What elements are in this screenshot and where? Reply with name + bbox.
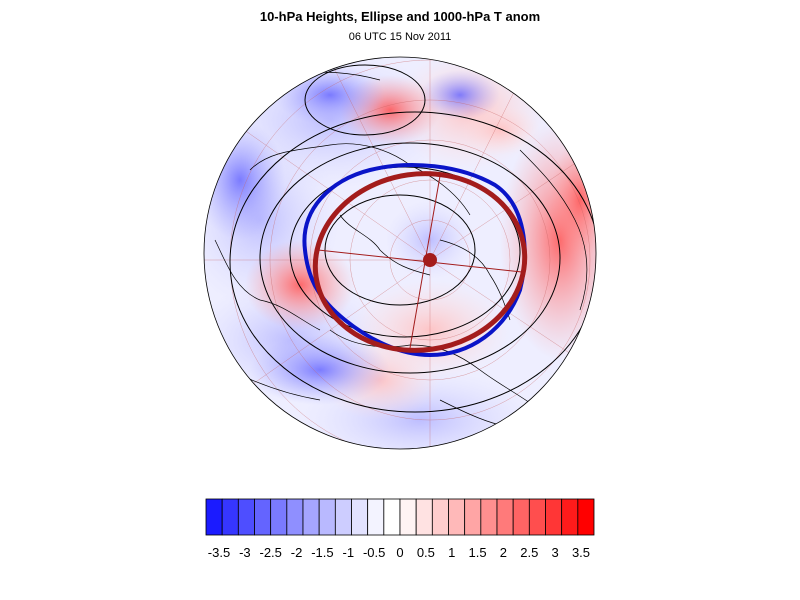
colorbar-box	[431, 498, 449, 536]
colorbar-box	[545, 498, 563, 536]
plot-title: 10-hPa Heights, Ellipse and 1000-hPa T a…	[259, 9, 541, 24]
colorbar-box	[254, 498, 272, 536]
colorbar-box	[351, 498, 369, 536]
colorbar-box	[496, 498, 514, 536]
colorbar-tick-label: -3	[239, 545, 251, 560]
colorbar-box	[383, 498, 401, 536]
colorbar-box	[237, 498, 255, 536]
colorbar-box	[512, 498, 530, 536]
colorbar-box	[399, 498, 417, 536]
colorbar-tick-label: 1	[448, 545, 455, 560]
colorbar-box	[302, 498, 320, 536]
colorbar-tick-label: 3	[552, 545, 559, 560]
colorbar-tick-label: 3.5	[572, 545, 590, 560]
colorbar-tick-label: 2.5	[520, 545, 538, 560]
fitted-ellipse	[312, 171, 528, 353]
plot-subtitle: 06 UTC 15 Nov 2011	[348, 31, 452, 43]
ellipse-center-marker	[423, 253, 437, 267]
colorbar-tick-label: -1.5	[311, 545, 333, 560]
colorbar-tick-label: 0.5	[417, 545, 435, 560]
colorbar-tick-label: -1	[343, 545, 355, 560]
colorbar-box	[205, 498, 223, 536]
colorbar-box	[448, 498, 466, 536]
colorbar-tick-label: 2	[500, 545, 507, 560]
colorbar-box	[528, 498, 546, 536]
colorbar-box	[221, 498, 239, 536]
colorbar-box	[480, 498, 498, 536]
colorbar-tick-label: -2	[291, 545, 303, 560]
colorbar-box	[286, 498, 304, 536]
colorbar-tick-label: 0	[396, 545, 403, 560]
colorbar-box	[334, 498, 352, 536]
colorbar-box	[318, 498, 336, 536]
colorbar-box	[270, 498, 288, 536]
colorbar-tick-label: -3.5	[208, 545, 230, 560]
colorbar-box	[415, 498, 433, 536]
colorbar-box	[561, 498, 579, 536]
ellipse-major-axis	[317, 249, 523, 273]
colorbar-tick-label: -0.5	[363, 545, 385, 560]
map-boundary	[203, 56, 597, 450]
colorbar-box	[577, 498, 595, 536]
colorbar-tick-label: -2.5	[260, 545, 282, 560]
colorbar-box	[367, 498, 385, 536]
colorbar-labels: -3.5 -3 -2.5 -2 -1.5 -1 -0.5 0 0.5 1 1.5 2 2.5 3 3.5	[208, 545, 590, 560]
colorbar-tick-label: 1.5	[469, 545, 487, 560]
colorbar-boxes	[205, 498, 595, 536]
colorbar-box	[464, 498, 482, 536]
